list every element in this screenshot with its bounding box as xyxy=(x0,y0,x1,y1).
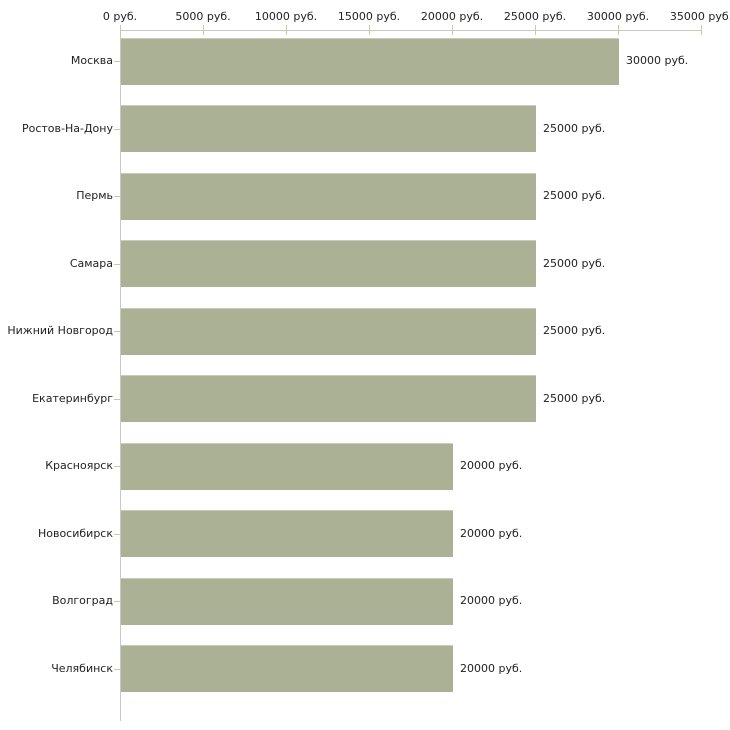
category-tick xyxy=(114,129,120,130)
category-label: Нижний Новгород xyxy=(7,324,113,337)
x-axis-tick xyxy=(701,25,702,35)
bar-1 xyxy=(121,37,619,85)
category-tick xyxy=(114,669,120,670)
category-tick xyxy=(114,196,120,197)
category-label: Пермь xyxy=(76,189,113,202)
bar-4 xyxy=(121,240,536,287)
category-label: Екатеринбург xyxy=(32,391,113,405)
category-label: Челябинск xyxy=(51,661,113,675)
x-axis-tick-label: 10000 руб. xyxy=(254,10,318,23)
category-tick xyxy=(114,466,120,467)
x-axis-tick xyxy=(535,25,536,35)
x-axis-tick-label: 30000 руб. xyxy=(586,10,650,23)
bar-5 xyxy=(121,307,536,355)
value-label: 20000 руб. xyxy=(460,526,523,540)
value-label: 25000 руб. xyxy=(543,324,606,337)
x-axis-tick-label: 20000 руб. xyxy=(420,10,484,23)
value-label: 25000 руб. xyxy=(543,256,606,270)
value-label: 25000 руб. xyxy=(543,121,606,135)
category-label: Самара xyxy=(69,256,113,270)
x-axis-tick xyxy=(286,25,287,35)
category-label: Ростов-На-Дону xyxy=(21,121,113,135)
category-label: Москва xyxy=(70,54,113,67)
category-tick xyxy=(114,601,120,602)
x-axis-tick xyxy=(452,25,453,35)
x-axis-tick-label: 15000 руб. xyxy=(337,10,401,23)
value-label: 20000 руб. xyxy=(460,594,523,607)
x-axis-tick xyxy=(120,25,121,35)
bar-8 xyxy=(121,510,453,557)
bar-3 xyxy=(121,172,536,220)
x-axis-tick-label: 35000 руб. xyxy=(669,10,730,23)
x-axis-line xyxy=(120,30,702,31)
value-label: 20000 руб. xyxy=(460,661,523,675)
value-label: 25000 руб. xyxy=(543,189,606,202)
category-label: Красноярск xyxy=(45,459,113,472)
x-axis-tick xyxy=(203,25,204,35)
category-tick xyxy=(114,399,120,400)
value-label: 25000 руб. xyxy=(543,391,606,405)
value-label: 30000 руб. xyxy=(626,54,689,67)
x-axis-tick-label: 5000 руб. xyxy=(175,10,231,23)
x-axis-tick-label: 0 руб. xyxy=(102,10,138,23)
category-tick xyxy=(114,331,120,332)
x-axis-tick xyxy=(369,25,370,35)
x-axis-tick xyxy=(618,25,619,35)
bar-10 xyxy=(121,645,453,692)
bar-7 xyxy=(121,442,453,490)
category-tick xyxy=(114,534,120,535)
y-axis-line xyxy=(120,30,121,721)
category-tick xyxy=(114,264,120,265)
bar-9 xyxy=(121,577,453,625)
bar-2 xyxy=(121,105,536,152)
category-label: Новосибирск xyxy=(37,526,113,540)
category-label: Волгоград xyxy=(52,594,113,607)
value-label: 20000 руб. xyxy=(460,459,523,472)
bar-6 xyxy=(121,375,536,422)
x-axis-tick-label: 25000 руб. xyxy=(503,10,567,23)
category-tick xyxy=(114,61,120,62)
